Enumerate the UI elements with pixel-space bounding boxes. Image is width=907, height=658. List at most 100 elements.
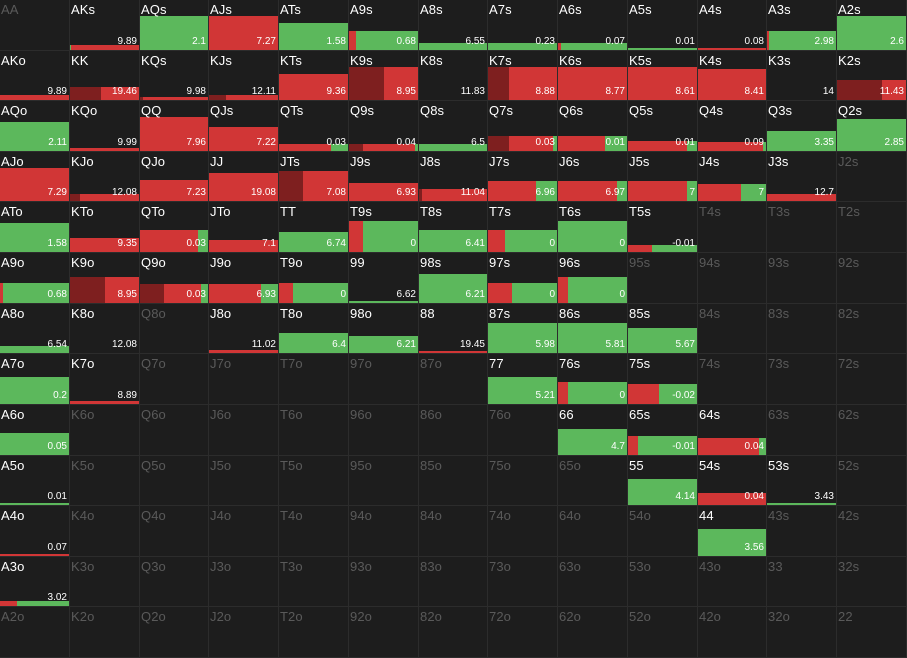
hand-cell-t7s[interactable]: T7s 0: [488, 202, 558, 253]
hand-cell-kjo[interactable]: KJo 12.08: [70, 152, 140, 202]
hand-cell-j4s[interactable]: J4s 7: [698, 152, 767, 202]
hand-cell-q7s[interactable]: Q7s 0.03: [488, 101, 558, 152]
hand-cell-63s[interactable]: 63s: [767, 405, 837, 456]
hand-cell-52o[interactable]: 52o: [628, 607, 698, 658]
hand-cell-q2s[interactable]: Q2s 2.85: [837, 101, 907, 152]
hand-cell-t5o[interactable]: T5o: [279, 456, 349, 506]
hand-cell-53o[interactable]: 53o: [628, 557, 698, 607]
hand-cell-t8s[interactable]: T8s 6.41: [419, 202, 488, 253]
hand-cell-j9o[interactable]: J9o 6.93: [209, 253, 279, 304]
hand-cell-t4s[interactable]: T4s: [698, 202, 767, 253]
hand-cell-t4o[interactable]: T4o: [279, 506, 349, 557]
hand-cell-a3o[interactable]: A3o 3.02: [0, 557, 70, 607]
hand-cell-a6o[interactable]: A6o 0.05: [0, 405, 70, 456]
hand-cell-q3o[interactable]: Q3o: [140, 557, 209, 607]
hand-cell-t7o[interactable]: T7o: [279, 354, 349, 405]
hand-cell-q5s[interactable]: Q5s 0.01: [628, 101, 698, 152]
hand-cell-85s[interactable]: 85s 5.67: [628, 304, 698, 354]
hand-cell-87o[interactable]: 87o: [419, 354, 488, 405]
hand-cell-j6o[interactable]: J6o: [209, 405, 279, 456]
hand-cell-kqo[interactable]: KQo 9.99: [70, 101, 140, 152]
hand-cell-22[interactable]: 22: [837, 607, 907, 658]
hand-cell-a9s[interactable]: A9s 0.68: [349, 0, 419, 51]
hand-cell-44[interactable]: 44 3.56: [698, 506, 767, 557]
hand-cell-a8o[interactable]: A8o 6.54: [0, 304, 70, 354]
hand-cell-95o[interactable]: 95o: [349, 456, 419, 506]
hand-cell-j8o[interactable]: J8o 11.02: [209, 304, 279, 354]
hand-cell-q8o[interactable]: Q8o: [140, 304, 209, 354]
hand-cell-88[interactable]: 88 19.45: [419, 304, 488, 354]
hand-cell-j6s[interactable]: J6s 6.97: [558, 152, 628, 202]
hand-cell-q6s[interactable]: Q6s 0.01: [558, 101, 628, 152]
hand-cell-j7o[interactable]: J7o: [209, 354, 279, 405]
hand-cell-k4s[interactable]: K4s 8.41: [698, 51, 767, 101]
hand-cell-k8o[interactable]: K8o 12.08: [70, 304, 140, 354]
hand-cell-97o[interactable]: 97o: [349, 354, 419, 405]
hand-cell-q8s[interactable]: Q8s 6.5: [419, 101, 488, 152]
hand-cell-k5o[interactable]: K5o: [70, 456, 140, 506]
hand-cell-t5s[interactable]: T5s -0.01: [628, 202, 698, 253]
hand-cell-54o[interactable]: 54o: [628, 506, 698, 557]
hand-cell-kjs[interactable]: KJs 12.11: [209, 51, 279, 101]
hand-cell-76s[interactable]: 76s 0: [558, 354, 628, 405]
hand-cell-aks[interactable]: AKs 9.89: [70, 0, 140, 51]
hand-cell-t9s[interactable]: T9s 0: [349, 202, 419, 253]
hand-cell-aqo[interactable]: AQo 2.11: [0, 101, 70, 152]
hand-cell-q3s[interactable]: Q3s 3.35: [767, 101, 837, 152]
hand-cell-75o[interactable]: 75o: [488, 456, 558, 506]
hand-cell-a6s[interactable]: A6s 0.07: [558, 0, 628, 51]
hand-cell-ajs[interactable]: AJs 7.27: [209, 0, 279, 51]
hand-cell-42s[interactable]: 42s: [837, 506, 907, 557]
hand-cell-62o[interactable]: 62o: [558, 607, 628, 658]
hand-cell-96s[interactable]: 96s 0: [558, 253, 628, 304]
hand-cell-94o[interactable]: 94o: [349, 506, 419, 557]
hand-cell-93s[interactable]: 93s: [767, 253, 837, 304]
hand-cell-t6o[interactable]: T6o: [279, 405, 349, 456]
hand-cell-t3o[interactable]: T3o: [279, 557, 349, 607]
hand-cell-k9s[interactable]: K9s 8.95: [349, 51, 419, 101]
hand-cell-ajo[interactable]: AJo 7.29: [0, 152, 70, 202]
hand-cell-66[interactable]: 66 4.7: [558, 405, 628, 456]
hand-cell-a9o[interactable]: A9o 0.68: [0, 253, 70, 304]
hand-cell-t8o[interactable]: T8o 6.4: [279, 304, 349, 354]
hand-cell-85o[interactable]: 85o: [419, 456, 488, 506]
hand-cell-j5o[interactable]: J5o: [209, 456, 279, 506]
hand-cell-k9o[interactable]: K9o 8.95: [70, 253, 140, 304]
hand-cell-43s[interactable]: 43s: [767, 506, 837, 557]
hand-cell-j5s[interactable]: J5s 7: [628, 152, 698, 202]
hand-cell-87s[interactable]: 87s 5.98: [488, 304, 558, 354]
hand-cell-a7s[interactable]: A7s 0.23: [488, 0, 558, 51]
hand-cell-qq[interactable]: QQ 7.96: [140, 101, 209, 152]
hand-cell-q4o[interactable]: Q4o: [140, 506, 209, 557]
hand-cell-54s[interactable]: 54s 0.04: [698, 456, 767, 506]
hand-cell-k7s[interactable]: K7s 8.88: [488, 51, 558, 101]
hand-cell-t3s[interactable]: T3s: [767, 202, 837, 253]
hand-cell-97s[interactable]: 97s 0: [488, 253, 558, 304]
hand-cell-63o[interactable]: 63o: [558, 557, 628, 607]
hand-cell-q6o[interactable]: Q6o: [140, 405, 209, 456]
hand-cell-93o[interactable]: 93o: [349, 557, 419, 607]
hand-cell-kk[interactable]: KK 19.46: [70, 51, 140, 101]
hand-cell-82o[interactable]: 82o: [419, 607, 488, 658]
hand-cell-43o[interactable]: 43o: [698, 557, 767, 607]
hand-cell-84o[interactable]: 84o: [419, 506, 488, 557]
hand-cell-73o[interactable]: 73o: [488, 557, 558, 607]
hand-cell-99[interactable]: 99 6.62: [349, 253, 419, 304]
hand-cell-a2o[interactable]: A2o: [0, 607, 70, 658]
hand-cell-83o[interactable]: 83o: [419, 557, 488, 607]
hand-cell-j8s[interactable]: J8s 11.04: [419, 152, 488, 202]
hand-cell-k8s[interactable]: K8s 11.83: [419, 51, 488, 101]
hand-cell-j4o[interactable]: J4o: [209, 506, 279, 557]
hand-cell-j3o[interactable]: J3o: [209, 557, 279, 607]
hand-cell-aa[interactable]: AA: [0, 0, 70, 51]
hand-cell-33[interactable]: 33: [767, 557, 837, 607]
hand-cell-52s[interactable]: 52s: [837, 456, 907, 506]
hand-cell-k3s[interactable]: K3s 14: [767, 51, 837, 101]
hand-cell-a5s[interactable]: A5s 0.01: [628, 0, 698, 51]
hand-cell-86o[interactable]: 86o: [419, 405, 488, 456]
hand-cell-q2o[interactable]: Q2o: [140, 607, 209, 658]
hand-cell-k2o[interactable]: K2o: [70, 607, 140, 658]
hand-cell-j2s[interactable]: J2s: [837, 152, 907, 202]
hand-cell-tt[interactable]: TT 6.74: [279, 202, 349, 253]
hand-cell-76o[interactable]: 76o: [488, 405, 558, 456]
